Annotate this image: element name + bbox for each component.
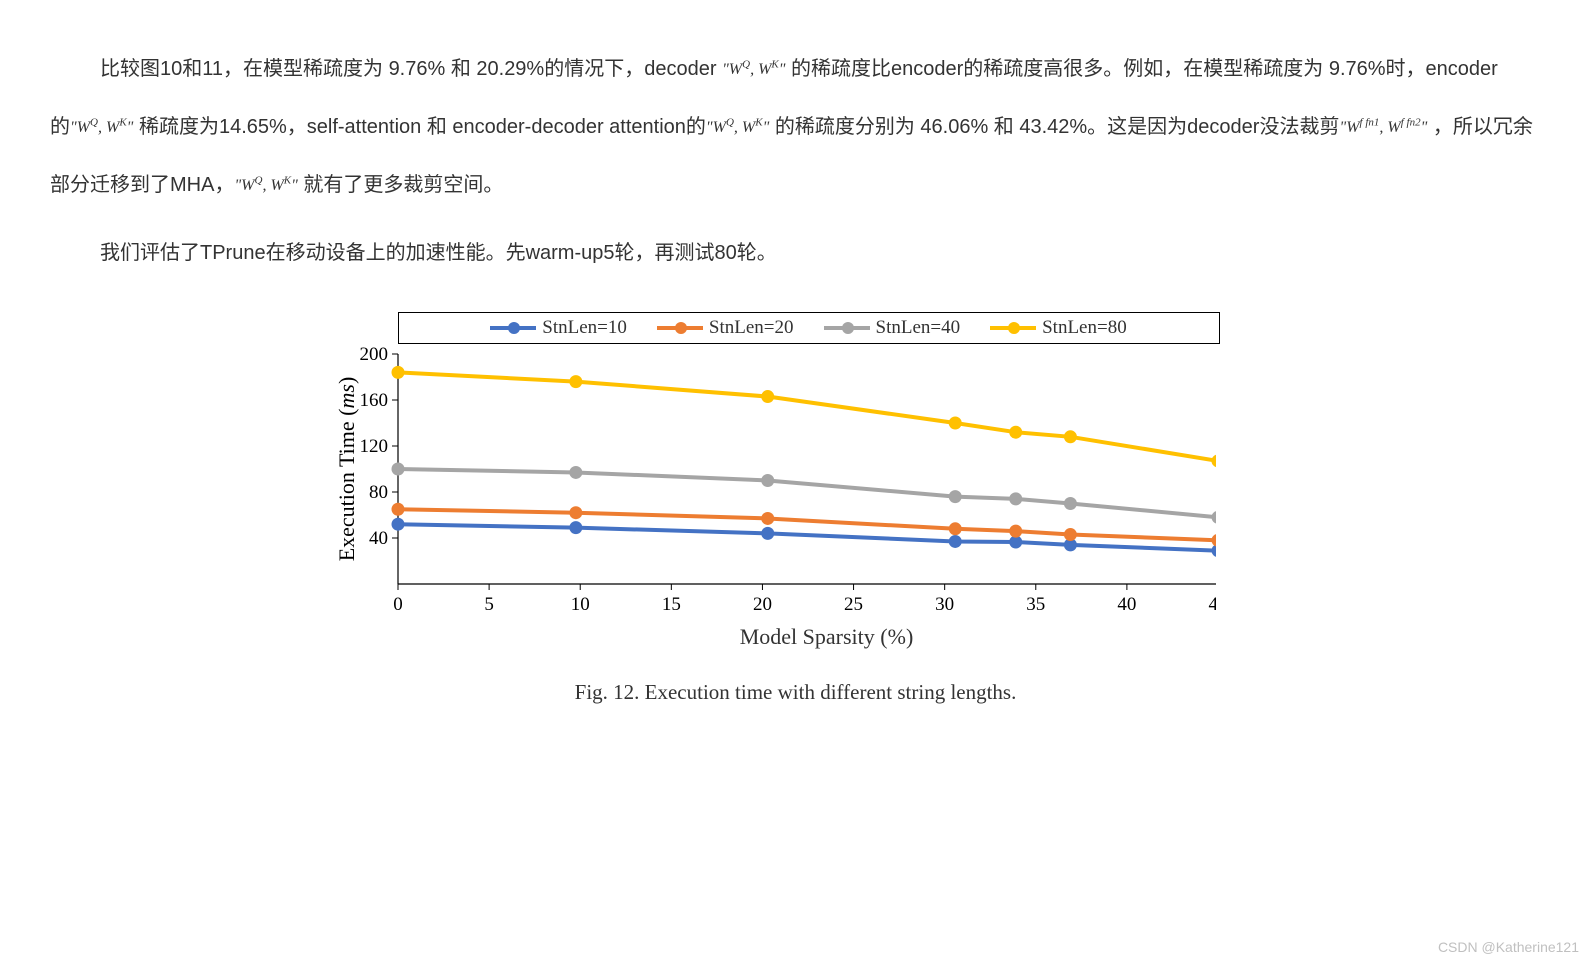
legend-item: StnLen=40 xyxy=(824,317,961,339)
chart-plot-area: Execution Time (ms) 40 80 120 160 200 0 5 10 15 20… xyxy=(336,344,1216,624)
svg-text:40: 40 xyxy=(369,528,388,549)
svg-text:Execution Time (ms): Execution Time (ms) xyxy=(336,377,359,562)
paragraph-2: 我们评估了TPrune在移动设备上的加速性能。先warm-up5轮，再测试80轮… xyxy=(50,224,1541,282)
chart-figure-12: StnLen=10 StnLen=20 StnLen=40 StnLen=80 Exe… xyxy=(336,312,1256,705)
paragraph-1: 比较图10和11，在模型稀疏度为 9.76% 和 20.29%的情况下，deco… xyxy=(50,40,1541,214)
legend-item: StnLen=10 xyxy=(490,317,627,339)
svg-text:15: 15 xyxy=(661,594,680,615)
formula-qk-4: "WQ, WK" xyxy=(234,177,297,194)
formula-qk-3: "WQ, WK" xyxy=(706,119,769,136)
legend-item: StnLen=80 xyxy=(990,317,1127,339)
svg-text:5: 5 xyxy=(484,594,494,615)
svg-text:35: 35 xyxy=(1026,594,1045,615)
svg-text:25: 25 xyxy=(844,594,863,615)
watermark-text: CSDN @Katherine121 xyxy=(1438,939,1579,955)
svg-text:20: 20 xyxy=(752,594,771,615)
legend-item: StnLen=20 xyxy=(657,317,794,339)
svg-text:160: 160 xyxy=(359,390,388,411)
chart-x-axis-label: Model Sparsity (%) xyxy=(398,624,1256,650)
chart-legend: StnLen=10 StnLen=20 StnLen=40 StnLen=80 xyxy=(398,312,1220,344)
p1-seg6: 就有了更多裁剪空间。 xyxy=(298,174,504,196)
p1-seg3: 稀疏度为14.65%，self-attention 和 encoder-deco… xyxy=(133,116,706,138)
formula-ffn: "Wf fn1, Wf fn2" xyxy=(1339,119,1427,136)
formula-qk-2: "WQ, WK" xyxy=(70,119,133,136)
svg-text:30: 30 xyxy=(935,594,954,615)
formula-qk-1: "WQ, WK" xyxy=(722,61,785,78)
p1-seg1: 比较图10和11，在模型稀疏度为 9.76% 和 20.29%的情况下，deco… xyxy=(100,58,722,80)
svg-text:120: 120 xyxy=(359,436,388,457)
figure-caption: Fig. 12. Execution time with different s… xyxy=(336,680,1256,705)
svg-text:45: 45 xyxy=(1208,594,1216,615)
svg-text:0: 0 xyxy=(393,594,403,615)
svg-text:10: 10 xyxy=(570,594,589,615)
chart-svg: Execution Time (ms) 40 80 120 160 200 0 5 10 15 20… xyxy=(336,344,1216,624)
svg-text:200: 200 xyxy=(359,344,388,365)
svg-text:40: 40 xyxy=(1117,594,1136,615)
p1-seg4: 的稀疏度分别为 46.06% 和 43.42%。这是因为decoder没法裁剪 xyxy=(769,116,1339,138)
svg-text:80: 80 xyxy=(369,482,388,503)
